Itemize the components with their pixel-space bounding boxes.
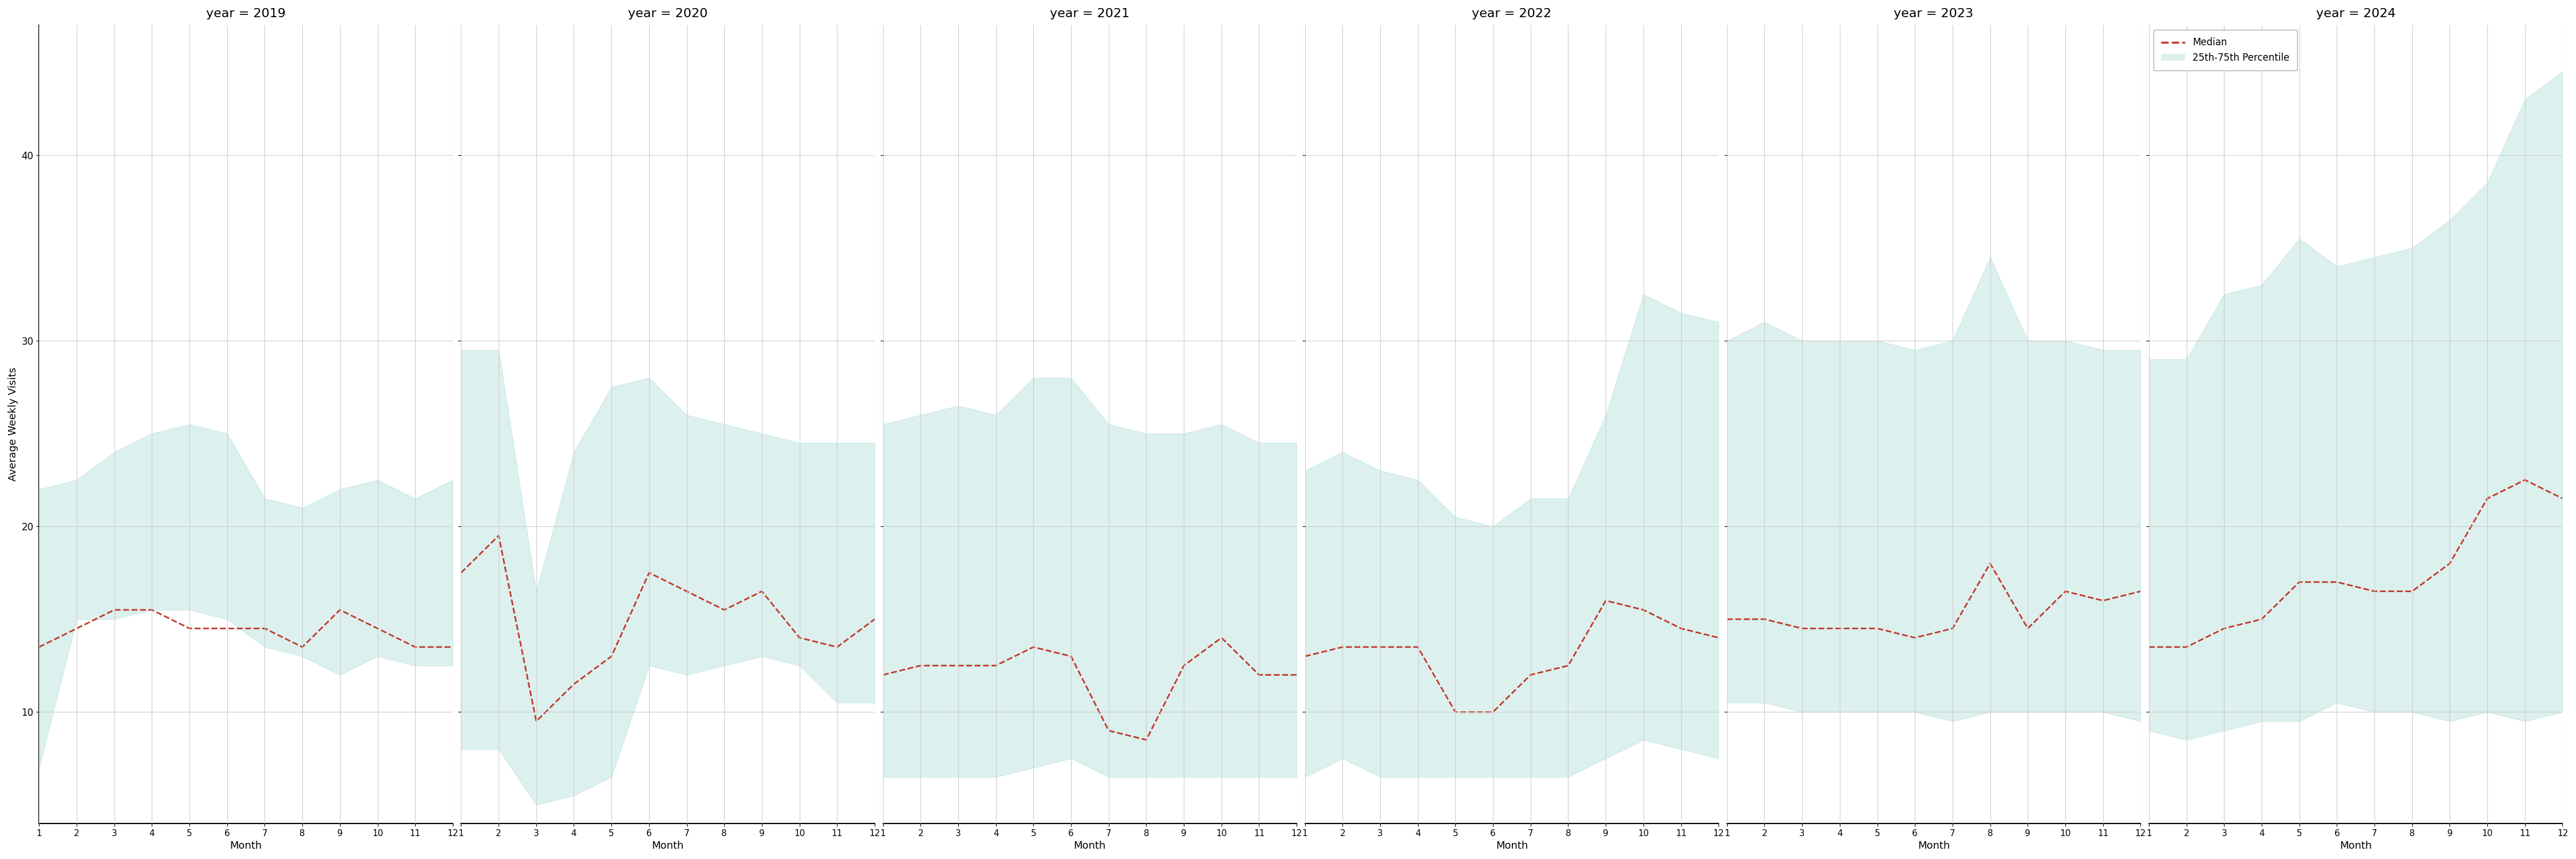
Median: [1440, 707, 1471, 717]
Median: [137, 605, 167, 615]
Median: [2509, 475, 2540, 485]
Median: [2396, 586, 2427, 596]
Median: [2548, 493, 2576, 503]
Median: [2050, 586, 2081, 596]
Title: year = 2019: year = 2019: [206, 8, 286, 20]
Median: [1018, 642, 1048, 652]
Median: [325, 605, 355, 615]
Median: [1479, 707, 1510, 717]
Median: [1365, 642, 1396, 652]
Line: Median: Median: [884, 637, 1296, 740]
Median: [2285, 577, 2316, 588]
Title: year = 2022: year = 2022: [1471, 8, 1551, 20]
Median: [943, 661, 974, 671]
Median: [634, 568, 665, 578]
Median: [1788, 624, 1819, 634]
Median: [2246, 614, 2277, 624]
Title: year = 2021: year = 2021: [1051, 8, 1131, 20]
Median: [2208, 624, 2239, 634]
Median: [708, 605, 739, 615]
X-axis label: Month: Month: [1497, 841, 1528, 851]
Median: [1515, 670, 1546, 680]
Median: [446, 568, 477, 578]
Median: [783, 632, 814, 643]
Median: [1899, 632, 1929, 643]
Title: year = 2023: year = 2023: [1893, 8, 1973, 20]
Median: [175, 624, 206, 634]
Median: [868, 670, 899, 680]
Median: [1401, 642, 1432, 652]
Median: [1710, 614, 1741, 624]
Median: [1131, 734, 1162, 745]
Line: Median: Median: [1306, 600, 1718, 712]
Median: [672, 586, 703, 596]
Line: Median: Median: [1726, 564, 2141, 637]
Median: [2473, 493, 2504, 503]
Median: [2012, 624, 2043, 634]
Median: [399, 642, 430, 652]
Median: [2321, 577, 2352, 588]
Line: Median: Median: [2148, 480, 2563, 647]
Median: [1937, 624, 1968, 634]
Median: [1327, 642, 1358, 652]
Median: [520, 716, 551, 727]
Median: [1170, 661, 1200, 671]
Median: [1092, 725, 1123, 735]
Title: year = 2024: year = 2024: [2316, 8, 2396, 20]
Median: [62, 624, 93, 634]
Median: [1291, 651, 1321, 661]
Median: [747, 586, 778, 596]
Median: [484, 531, 515, 541]
Median: [1749, 614, 1780, 624]
Median: [1976, 558, 2007, 569]
Median: [1206, 632, 1236, 643]
Median: [2434, 558, 2465, 569]
Median: [1056, 651, 1087, 661]
Median: [1589, 595, 1620, 606]
Median: [1703, 632, 1734, 643]
Median: [211, 624, 242, 634]
Median: [1280, 670, 1311, 680]
Median: [2087, 595, 2117, 606]
Legend: Median, 25th-75th Percentile: Median, 25th-75th Percentile: [2154, 30, 2298, 70]
X-axis label: Month: Month: [2339, 841, 2372, 851]
Median: [595, 651, 626, 661]
X-axis label: Month: Month: [1074, 841, 1105, 851]
X-axis label: Month: Month: [652, 841, 685, 851]
X-axis label: Month: Month: [1917, 841, 1950, 851]
Median: [2125, 586, 2156, 596]
Line: Median: Median: [461, 536, 876, 722]
Median: [1244, 670, 1275, 680]
Median: [363, 624, 394, 634]
Line: Median: Median: [39, 610, 453, 647]
Median: [1667, 624, 1698, 634]
Median: [860, 614, 891, 624]
Median: [904, 661, 935, 671]
Median: [438, 642, 469, 652]
Median: [250, 624, 281, 634]
Median: [559, 679, 590, 689]
Title: year = 2020: year = 2020: [629, 8, 708, 20]
Median: [2172, 642, 2202, 652]
Median: [2360, 586, 2391, 596]
Median: [23, 642, 54, 652]
Y-axis label: Average Weekly Visits: Average Weekly Visits: [8, 368, 18, 481]
Median: [98, 605, 129, 615]
Median: [1862, 624, 1893, 634]
Median: [1553, 661, 1584, 671]
Median: [286, 642, 317, 652]
Median: [2133, 642, 2164, 652]
Median: [822, 642, 853, 652]
X-axis label: Month: Month: [229, 841, 263, 851]
Median: [1628, 605, 1659, 615]
Median: [1824, 624, 1855, 634]
Median: [981, 661, 1012, 671]
